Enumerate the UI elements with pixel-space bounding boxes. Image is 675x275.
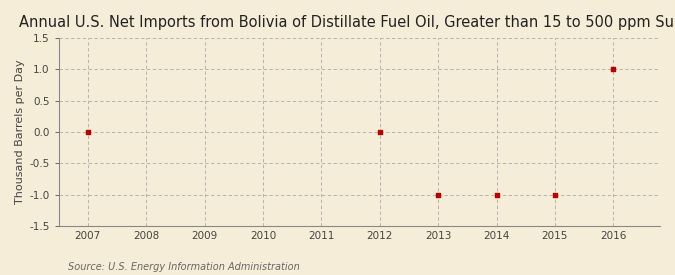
Point	[549, 192, 560, 197]
Text: Source: U.S. Energy Information Administration: Source: U.S. Energy Information Administ…	[68, 262, 299, 272]
Point	[375, 130, 385, 134]
Point	[433, 192, 443, 197]
Point	[82, 130, 93, 134]
Title: Annual U.S. Net Imports from Bolivia of Distillate Fuel Oil, Greater than 15 to : Annual U.S. Net Imports from Bolivia of …	[20, 15, 675, 30]
Y-axis label: Thousand Barrels per Day: Thousand Barrels per Day	[15, 60, 25, 204]
Point	[608, 67, 619, 72]
Point	[491, 192, 502, 197]
